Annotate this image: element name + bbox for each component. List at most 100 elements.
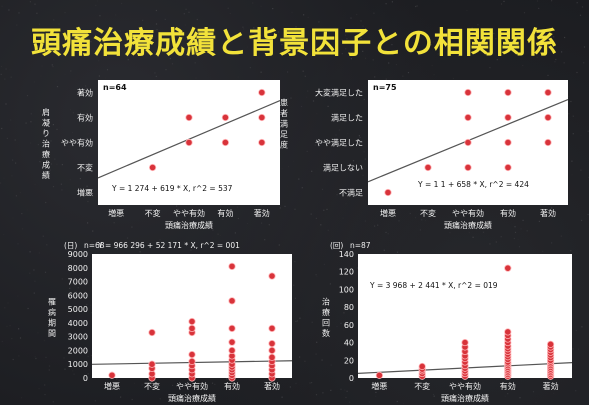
texture-speck — [17, 295, 19, 297]
texture-speck — [7, 302, 9, 304]
texture-speck — [176, 26, 178, 28]
texture-speck — [489, 243, 491, 245]
texture-speck — [156, 29, 158, 31]
regression-equation: Y = 1 1 + 658 * X, r^2 = 424 — [417, 180, 529, 189]
data-point — [464, 138, 472, 147]
texture-speck — [409, 212, 411, 215]
y-axis-title-char: 療 — [42, 149, 50, 159]
texture-speck — [375, 395, 377, 397]
texture-speck — [343, 329, 345, 331]
texture-speck — [518, 52, 520, 54]
texture-speck — [199, 245, 201, 247]
texture-speck — [38, 23, 41, 25]
texture-speck — [143, 207, 145, 209]
texture-speck — [214, 213, 216, 215]
chart-panel-1: 増悪 不変 やや有効 有効 著効増悪不変やや有効有効著効頭痛治療成績肩凝り治療成績n=6… — [42, 80, 281, 230]
texture-speck — [40, 75, 42, 77]
texture-speck — [522, 219, 524, 221]
texture-speck — [196, 18, 198, 21]
texture-speck — [64, 12, 66, 14]
texture-speck — [489, 67, 491, 69]
texture-speck — [362, 50, 364, 52]
texture-speck — [19, 337, 22, 339]
texture-speck — [18, 355, 20, 357]
y-tick-label: 7000 — [68, 278, 88, 287]
texture-speck — [242, 26, 244, 28]
texture-speck — [300, 105, 303, 108]
texture-speck — [10, 76, 12, 78]
texture-speck — [349, 54, 351, 56]
texture-speck — [142, 211, 145, 213]
texture-speck — [330, 389, 332, 391]
x-tick-label: 有効 — [500, 381, 516, 391]
texture-speck — [212, 229, 214, 231]
texture-speck — [210, 400, 212, 402]
texture-speck — [69, 287, 71, 289]
data-point — [148, 328, 156, 337]
texture-speck — [0, 73, 2, 75]
texture-speck — [99, 15, 101, 17]
texture-speck — [44, 271, 47, 273]
texture-speck — [353, 381, 355, 383]
texture-speck — [304, 360, 306, 362]
panel-unit-label: (回) — [330, 241, 343, 250]
texture-speck — [207, 33, 209, 35]
y-tick-label: 満足した — [331, 114, 363, 123]
panel-unit-label: (日) — [64, 241, 77, 250]
texture-speck — [323, 209, 325, 211]
y-axis-title-char: 成 — [42, 160, 50, 170]
texture-speck — [471, 27, 473, 29]
texture-speck — [98, 60, 100, 62]
y-tick-label: 140 — [339, 250, 354, 259]
y-tick-label: 不満足 — [339, 189, 363, 198]
texture-speck — [237, 217, 239, 220]
data-point — [228, 346, 236, 355]
texture-speck — [1, 127, 3, 130]
texture-speck — [336, 325, 338, 328]
texture-speck — [113, 222, 115, 224]
texture-speck — [103, 246, 105, 248]
texture-speck — [226, 378, 228, 380]
y-axis-title-char: 病 — [48, 307, 56, 317]
y-tick-label: 著効 — [77, 88, 93, 98]
texture-speck — [89, 244, 91, 247]
texture-speck — [538, 7, 540, 9]
texture-speck — [294, 261, 296, 263]
data-point — [504, 264, 512, 272]
texture-speck — [12, 358, 14, 361]
texture-speck — [432, 41, 434, 43]
y-tick-label: 6000 — [68, 291, 88, 300]
texture-speck — [130, 62, 132, 64]
texture-speck — [42, 235, 44, 237]
texture-speck — [484, 223, 486, 225]
texture-speck — [509, 43, 512, 45]
y-tick-label: 4000 — [68, 319, 88, 328]
texture-speck — [341, 53, 343, 55]
texture-speck — [406, 47, 408, 49]
texture-speck — [126, 237, 129, 239]
texture-speck — [40, 110, 42, 112]
texture-speck — [91, 312, 93, 314]
texture-speck — [131, 226, 133, 228]
texture-speck — [1, 5, 3, 7]
texture-speck — [581, 219, 583, 221]
texture-speck — [522, 64, 524, 67]
texture-speck — [90, 41, 92, 43]
texture-speck — [349, 401, 351, 403]
texture-speck — [261, 222, 263, 224]
y-axis-title-char: 凝 — [42, 118, 50, 128]
texture-speck — [372, 59, 374, 61]
texture-speck — [18, 12, 20, 14]
texture-speck — [568, 113, 570, 115]
texture-speck — [131, 398, 133, 401]
texture-speck — [338, 243, 340, 245]
x-tick-label: 有効 — [217, 208, 233, 218]
texture-speck — [507, 381, 509, 383]
texture-speck — [437, 53, 439, 55]
texture-speck — [346, 38, 348, 40]
texture-speck — [346, 390, 348, 392]
texture-speck — [327, 326, 329, 328]
texture-speck — [85, 85, 87, 87]
texture-speck — [321, 359, 323, 361]
texture-speck — [330, 46, 332, 48]
